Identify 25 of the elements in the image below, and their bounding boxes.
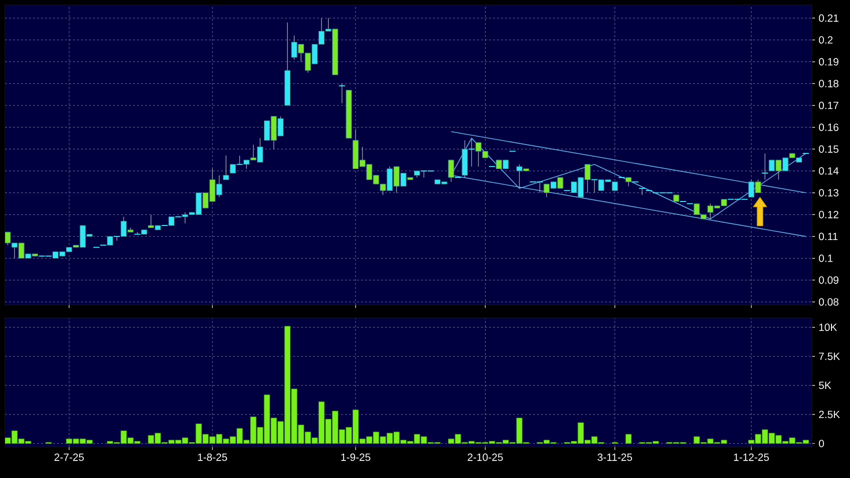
- x-tick-label: 1-9-25: [341, 454, 370, 461]
- y-tick-label: 0.08: [818, 298, 838, 306]
- y-tick-label: 0.1: [818, 254, 833, 262]
- x-tick-label: 1-8-25: [198, 454, 228, 461]
- y-tick-label: 0.15: [818, 145, 838, 153]
- y-tick-label: 7.5K: [819, 352, 840, 360]
- y-tick-label: 2.5K: [819, 410, 840, 418]
- y-tick-label: 0.14: [818, 167, 839, 175]
- y-tick-label: 0.2: [818, 36, 833, 44]
- x-tick-label: 3-11-25: [598, 454, 632, 461]
- y-tick-label: 0.18: [818, 80, 838, 88]
- y-tick-label: 0.12: [818, 210, 838, 218]
- y-tick-label: 0.13: [818, 189, 838, 196]
- y-tick-label: 0.17: [818, 102, 838, 110]
- y-tick-label: 0.16: [818, 124, 838, 131]
- y-tick-label: 0.19: [818, 58, 838, 66]
- y-tick-label: 5K: [818, 382, 832, 390]
- y-tick-label: 0: [818, 440, 824, 448]
- y-tick-label: 10K: [819, 324, 838, 332]
- y-tick-label: 0.09: [818, 276, 838, 284]
- x-tick-label: 2-7-25: [54, 454, 84, 461]
- x-tick-label: 2-10-25: [468, 454, 503, 461]
- y-tick-label: 0.21: [818, 14, 838, 22]
- y-tick-label: 0.11: [818, 232, 838, 240]
- x-tick-label: 1-12-25: [734, 454, 769, 461]
